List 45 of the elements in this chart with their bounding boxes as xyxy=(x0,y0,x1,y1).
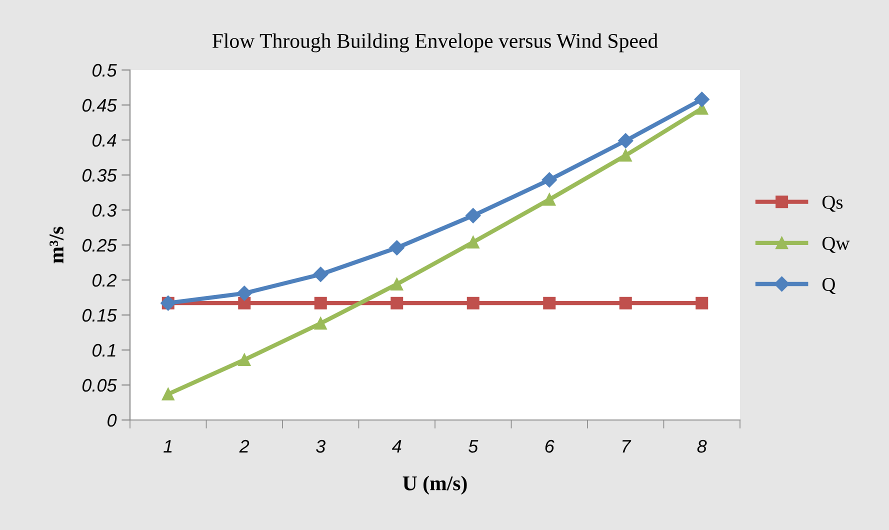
x-tick-label: 1 xyxy=(164,440,172,453)
x-tick-label: 5 xyxy=(468,440,478,453)
y-tick-label: 0.25 xyxy=(82,238,117,252)
point xyxy=(390,278,404,290)
y-tick-label: 0.2 xyxy=(92,274,117,287)
point xyxy=(466,296,480,310)
point xyxy=(238,354,251,366)
x-tick-label: 6 xyxy=(545,440,554,453)
chart-title: Flow Through Building Envelope versus Wind Speed xyxy=(212,33,658,52)
y-tick-label: 0.35 xyxy=(82,168,117,182)
point xyxy=(466,208,481,224)
x-tick-label: 2 xyxy=(239,440,250,453)
point xyxy=(389,240,404,256)
point xyxy=(619,149,632,162)
point xyxy=(618,133,634,148)
y-tick-label: 0.5 xyxy=(92,64,117,77)
y-tick-label: 0.3 xyxy=(92,204,117,217)
x-tick-label: 3 xyxy=(316,440,326,453)
point xyxy=(236,286,252,301)
y-axis-title: m³/s xyxy=(50,226,64,264)
y-tick-label: 0 xyxy=(108,414,117,427)
point xyxy=(313,266,328,282)
point xyxy=(314,317,327,330)
y-tick-label: 0.4 xyxy=(92,134,116,147)
x-tick-label: 7 xyxy=(622,440,632,453)
y-tick-label: 0.45 xyxy=(82,98,117,112)
point xyxy=(543,193,556,206)
point xyxy=(696,296,708,310)
legend-label: Q xyxy=(822,278,836,294)
point xyxy=(162,388,174,400)
x-tick-label: 8 xyxy=(697,440,707,453)
point xyxy=(542,172,557,188)
y-tick-label: 0.15 xyxy=(82,308,117,322)
point xyxy=(390,296,404,310)
y-tick-label: 0.1 xyxy=(92,344,116,357)
x-tick-label: 4 xyxy=(392,440,402,453)
point xyxy=(543,296,556,310)
point xyxy=(694,92,710,107)
x-axis-title: U (m/s) xyxy=(402,476,467,495)
point xyxy=(314,296,327,310)
legend-label: Qs xyxy=(822,196,843,212)
legend-label: Qw xyxy=(822,236,850,253)
y-tick-label: 0.05 xyxy=(82,378,117,392)
point xyxy=(466,236,480,248)
point xyxy=(619,296,632,310)
